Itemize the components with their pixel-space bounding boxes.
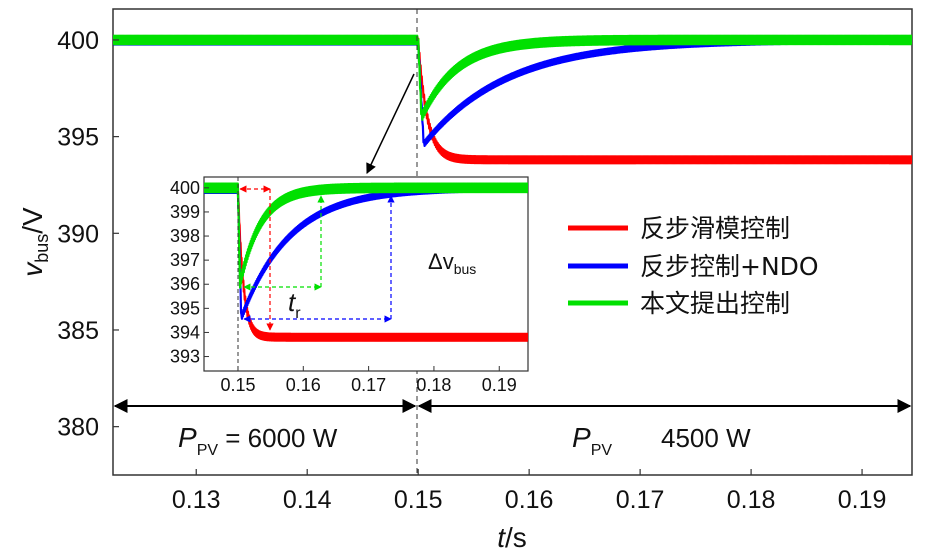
y-tick-label: 395: [57, 124, 99, 152]
x-tick-label: 0.14: [283, 486, 332, 514]
legend-label-proposed: 本文提出控制: [640, 289, 790, 318]
main-series-group: [113, 34, 912, 165]
y-tick-label: 400: [57, 27, 99, 55]
series-proposed: [113, 34, 912, 121]
inset-y-tick-label: 400: [170, 178, 200, 198]
y-tick-label: 380: [57, 414, 99, 442]
inset-y-tick-label: 398: [170, 226, 200, 246]
y-axis-label: vbus/V: [17, 207, 52, 277]
rise-time-label: tr: [288, 287, 301, 322]
x-tick-label: 0.13: [172, 486, 221, 514]
inset-x-tick-label: 0.19: [482, 375, 517, 395]
inset-series-sliding-mode: [204, 183, 528, 342]
inset-x-tick-label: 0.16: [286, 375, 321, 395]
zoom-pointer-arrow: [366, 73, 415, 174]
inset-axis-ticks: 0.15 0.16 0.17 0.18 0.19 393 394 395 396 397 398 39…: [170, 178, 517, 395]
delta-vbus-label: Δvbus: [428, 249, 476, 277]
region-right-value: 4500 W: [661, 423, 751, 453]
main-axis-ticks: 0.13 0.14 0.15 0.16 0.17 0.18 0.19 380 385 390 395…: [57, 27, 886, 514]
inset-y-tick-label: 395: [170, 298, 200, 318]
legend-label-ndo: 反步控制+NDO: [640, 252, 819, 281]
inset-x-tick-label: 0.18: [416, 375, 451, 395]
inset-x-tick-label: 0.15: [220, 375, 255, 395]
inset-y-tick-label: 394: [170, 322, 200, 342]
inset-series-group: [204, 182, 528, 342]
inset-y-tick-label: 397: [170, 250, 200, 270]
region-left-label: PPV = 6000 W: [178, 422, 338, 459]
x-axis-label: t/s: [497, 522, 527, 553]
x-tick-label: 0.19: [838, 486, 887, 514]
x-tick-label: 0.18: [727, 486, 776, 514]
inset-y-tick-label: 393: [170, 347, 200, 367]
inset-frame: [203, 176, 529, 372]
inset-y-tick-label: 399: [170, 202, 200, 222]
x-tick-label: 0.15: [394, 486, 443, 514]
region-right-label: PPV: [572, 422, 612, 459]
x-tick-label: 0.17: [616, 486, 665, 514]
y-tick-label: 385: [57, 317, 99, 345]
inset-series-proposed: [204, 182, 528, 289]
legend: 反步滑模控制 反步控制+NDO 本文提出控制: [568, 214, 819, 318]
legend-label-sliding: 反步滑模控制: [640, 214, 790, 243]
inset-y-tick-label: 396: [170, 274, 200, 294]
inset-x-tick-label: 0.17: [351, 375, 386, 395]
x-tick-label: 0.16: [505, 486, 554, 514]
y-tick-label: 390: [57, 220, 99, 248]
